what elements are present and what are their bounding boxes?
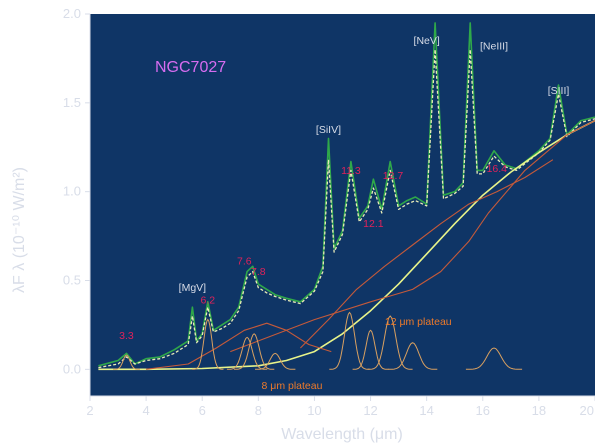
x-tick-label-8: 18 [532, 403, 546, 418]
line-label-1: [SiIV] [316, 124, 341, 136]
y-tick-label-0: 0.0 [63, 361, 81, 376]
y-tick-label-3: 1.5 [63, 95, 81, 110]
band-label-7: 16.4 [487, 163, 508, 175]
line-label-0: [MgV] [179, 282, 207, 294]
y-axis-title: λF λ (10⁻¹⁰ W/m²) [11, 167, 28, 293]
series-layer [98, 22, 595, 371]
line-label-2: [NeV] [414, 35, 440, 47]
plot-background [90, 14, 595, 396]
pah-feature-profile-3 [233, 333, 275, 370]
plateau-12um-line [300, 159, 554, 349]
pah-feature-profile-1 [192, 318, 224, 370]
pah-feature-profile-4 [255, 352, 296, 370]
band-label-0: 3.3 [119, 330, 134, 342]
model-fit-line [98, 48, 595, 369]
pah-feature-profile-8 [387, 342, 438, 370]
band-label-1: 6.2 [201, 295, 216, 307]
chart-title: NGC7027 [155, 59, 226, 76]
pah-feature-profile-2 [226, 336, 268, 370]
annotation-layer: 3.3 6.2 7.67.8 11.3 12.1 12.7 16.4 [MgV] [SiIV] [… [119, 35, 569, 392]
y-tick-label-1: 0.5 [63, 273, 81, 288]
pah-feature-profile-6 [352, 329, 389, 370]
pah-feature-profile-0 [113, 354, 140, 370]
plateau-sum-line [230, 120, 595, 353]
pah-feature-profile-7 [367, 315, 413, 370]
x-tick-label-9: 20 [580, 403, 594, 418]
band-label-3: 7.8 [251, 266, 266, 278]
x-tick-label-0: 2 [86, 403, 93, 418]
x-tick-label-4: 10 [307, 403, 321, 418]
x-tick-label-3: 8 [255, 403, 262, 418]
y-tick-label-4: 2.0 [63, 6, 81, 21]
y-tick-label-2: 1.0 [63, 184, 81, 199]
axes-layer: 2 4 6 8 10 12 14 16 18 20 0.0 0.5 1.0 1.5 2.0 [63, 6, 595, 418]
x-tick-label-2: 6 [199, 403, 206, 418]
band-label-5: 12.1 [363, 218, 384, 230]
plateau-8um-line [146, 322, 332, 370]
band-label-2: 7.6 [237, 256, 252, 268]
line-label-3: [NeIII] [480, 41, 508, 53]
plateau-label-0: 8 μm plateau [262, 380, 323, 392]
line-label-4: [SIII] [548, 85, 570, 97]
x-tick-label-1: 4 [142, 403, 149, 418]
band-label-6: 12.7 [383, 170, 404, 182]
pah-feature-profile-9 [465, 347, 523, 370]
x-tick-label-7: 16 [476, 403, 490, 418]
plateau-label-1: 12 μm plateau [385, 316, 452, 328]
x-tick-label-6: 14 [419, 403, 433, 418]
pah-feature-profile-5 [329, 311, 370, 370]
band-label-4: 11.3 [341, 165, 361, 177]
x-axis-title: Wavelength (μm) [281, 426, 403, 443]
x-tick-label-5: 12 [363, 403, 377, 418]
